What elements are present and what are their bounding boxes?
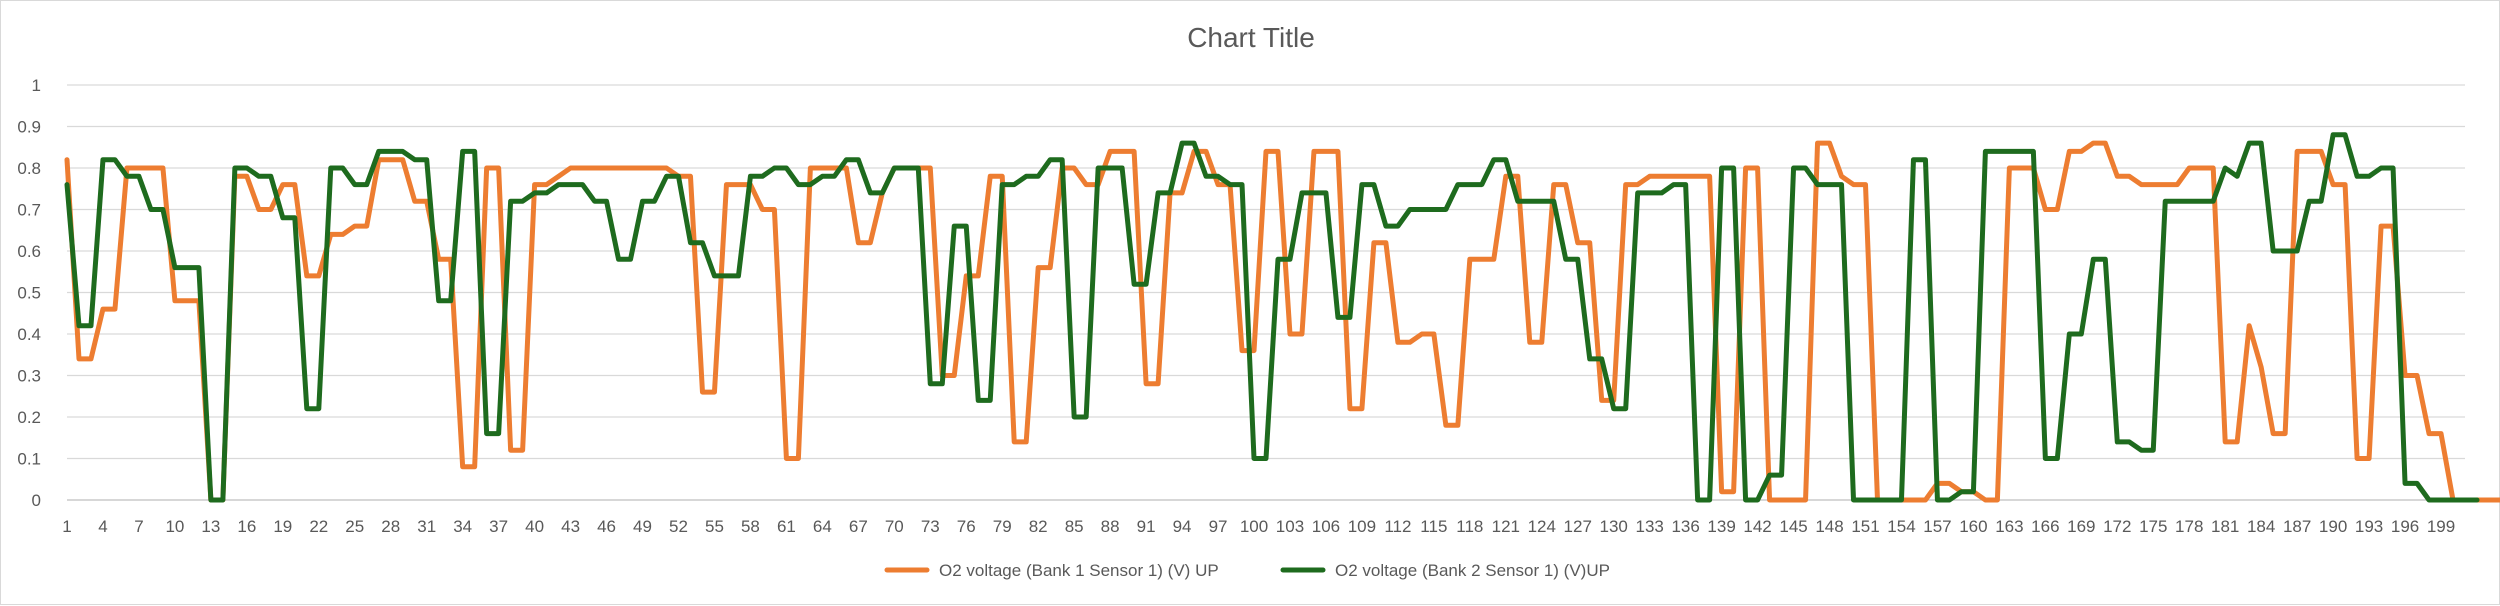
x-tick-label: 67 bbox=[849, 517, 868, 536]
chart-title: Chart Title bbox=[1187, 22, 1315, 53]
x-tick-label: 166 bbox=[2031, 517, 2059, 536]
x-tick-label: 46 bbox=[597, 517, 616, 536]
x-tick-label: 199 bbox=[2427, 517, 2455, 536]
x-tick-label: 160 bbox=[1959, 517, 1987, 536]
x-tick-label: 184 bbox=[2247, 517, 2275, 536]
x-tick-label: 172 bbox=[2103, 517, 2131, 536]
x-tick-label: 64 bbox=[813, 517, 832, 536]
x-tick-label: 196 bbox=[2391, 517, 2419, 536]
x-tick-label: 169 bbox=[2067, 517, 2095, 536]
y-tick-label: 0.1 bbox=[17, 450, 41, 469]
x-tick-label: 115 bbox=[1420, 517, 1447, 536]
series-lines bbox=[64, 132, 2500, 503]
x-tick-label: 43 bbox=[561, 517, 580, 536]
x-tick-label: 148 bbox=[1815, 517, 1843, 536]
x-tick-label: 136 bbox=[1671, 517, 1699, 536]
legend-label-1: O2 voltage (Bank 1 Sensor 1) (V) UP bbox=[939, 561, 1219, 580]
y-tick-label: 0.3 bbox=[17, 367, 41, 386]
x-tick-label: 91 bbox=[1137, 517, 1156, 536]
y-tick-label: 0.9 bbox=[17, 118, 41, 137]
x-tick-label: 139 bbox=[1707, 517, 1735, 536]
x-tick-label: 175 bbox=[2139, 517, 2167, 536]
x-tick-label: 13 bbox=[201, 517, 220, 536]
series-line-1 bbox=[64, 140, 2500, 503]
x-tick-label: 124 bbox=[1528, 517, 1556, 536]
x-tick-label: 73 bbox=[921, 517, 940, 536]
x-tick-label: 121 bbox=[1492, 517, 1520, 536]
x-tick-label: 187 bbox=[2283, 517, 2311, 536]
y-tick-label: 0.7 bbox=[17, 201, 41, 220]
x-tick-label: 100 bbox=[1240, 517, 1268, 536]
x-tick-label: 76 bbox=[957, 517, 976, 536]
x-tick-label: 157 bbox=[1923, 517, 1951, 536]
y-tick-label: 0.8 bbox=[17, 159, 41, 178]
x-tick-label: 103 bbox=[1276, 517, 1304, 536]
legend: O2 voltage (Bank 1 Sensor 1) (V) UP O2 vo… bbox=[884, 561, 1610, 580]
x-tick-label: 1 bbox=[62, 517, 71, 536]
x-tick-label: 142 bbox=[1743, 517, 1771, 536]
y-tick-label: 0 bbox=[32, 491, 41, 510]
series-line-2 bbox=[64, 132, 2480, 503]
x-tick-label: 19 bbox=[273, 517, 292, 536]
x-tick-label: 193 bbox=[2355, 517, 2383, 536]
x-tick-label: 37 bbox=[489, 517, 508, 536]
x-tick-label: 52 bbox=[669, 517, 688, 536]
x-tick-label: 55 bbox=[705, 517, 724, 536]
x-tick-label: 70 bbox=[885, 517, 904, 536]
x-tick-label: 190 bbox=[2319, 517, 2347, 536]
x-tick-label: 145 bbox=[1779, 517, 1807, 536]
legend-label-2: O2 voltage (Bank 2 Sensor 1) (V)UP bbox=[1335, 561, 1610, 580]
y-tick-label: 0.6 bbox=[17, 242, 41, 261]
x-tick-label: 82 bbox=[1029, 517, 1048, 536]
y-tick-label: 0.5 bbox=[17, 284, 41, 303]
y-tick-label: 0.2 bbox=[17, 408, 41, 427]
x-tick-label: 181 bbox=[2211, 517, 2239, 536]
x-tick-label: 112 bbox=[1384, 517, 1411, 536]
x-tick-label: 109 bbox=[1348, 517, 1376, 536]
x-tick-label: 118 bbox=[1456, 517, 1483, 536]
x-tick-label: 127 bbox=[1564, 517, 1592, 536]
y-tick-label: 1 bbox=[32, 76, 41, 95]
x-tick-label: 10 bbox=[165, 517, 184, 536]
x-tick-label: 130 bbox=[1600, 517, 1628, 536]
x-tick-label: 61 bbox=[777, 517, 796, 536]
x-tick-label: 94 bbox=[1173, 517, 1192, 536]
x-tick-label: 4 bbox=[98, 517, 107, 536]
x-tick-label: 151 bbox=[1851, 517, 1879, 536]
x-tick-label: 31 bbox=[417, 517, 436, 536]
axes: 0 0.1 0.2 0.3 0.4 0.5 0.6 0.7 0.8 0.9 1 1 4 7 10 13 16 19… bbox=[17, 76, 2455, 536]
x-tick-label: 58 bbox=[741, 517, 760, 536]
x-tick-label: 28 bbox=[381, 517, 400, 536]
x-tick-label: 97 bbox=[1209, 517, 1228, 536]
x-tick-label: 40 bbox=[525, 517, 544, 536]
x-tick-label: 22 bbox=[309, 517, 328, 536]
x-tick-label: 25 bbox=[345, 517, 364, 536]
x-tick-label: 178 bbox=[2175, 517, 2203, 536]
x-tick-label: 106 bbox=[1312, 517, 1340, 536]
x-tick-label: 79 bbox=[993, 517, 1012, 536]
x-tick-label: 133 bbox=[1635, 517, 1663, 536]
x-tick-label: 34 bbox=[453, 517, 472, 536]
x-tick-label: 163 bbox=[1995, 517, 2023, 536]
x-tick-label: 49 bbox=[633, 517, 652, 536]
x-tick-label: 88 bbox=[1101, 517, 1120, 536]
x-tick-label: 154 bbox=[1887, 517, 1915, 536]
x-tick-label: 16 bbox=[237, 517, 256, 536]
x-tick-label: 85 bbox=[1065, 517, 1084, 536]
x-tick-label: 7 bbox=[134, 517, 143, 536]
y-tick-label: 0.4 bbox=[17, 325, 41, 344]
